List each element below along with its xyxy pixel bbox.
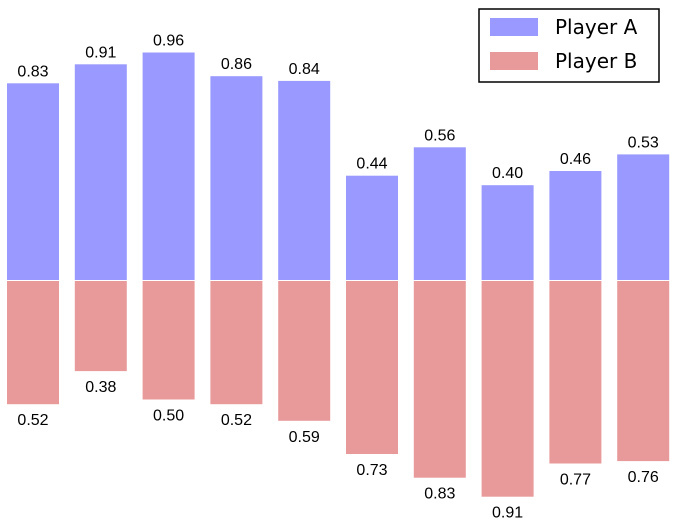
bar-player-a-7 xyxy=(413,147,466,280)
bar-player-b-8 xyxy=(481,281,534,497)
bar-player-a-8 xyxy=(481,185,534,280)
bar-player-b-4 xyxy=(210,281,263,405)
value-label-player-b-5: 0.59 xyxy=(289,429,320,446)
bar-player-a-1 xyxy=(7,83,59,280)
bar-player-a-10 xyxy=(617,154,670,280)
legend-swatch-player-a xyxy=(490,18,538,36)
bar-player-a-4 xyxy=(210,76,263,280)
bar-player-b-10 xyxy=(617,281,670,462)
value-label-player-a-3: 0.96 xyxy=(153,33,184,50)
value-label-player-a-9: 0.46 xyxy=(560,151,591,168)
value-label-player-a-1: 0.83 xyxy=(17,63,48,80)
bar-player-b-1 xyxy=(7,281,59,405)
value-label-player-a-7: 0.56 xyxy=(424,127,455,144)
legend-swatch-player-b xyxy=(490,52,538,70)
bar-player-a-9 xyxy=(549,171,602,280)
value-label-player-a-6: 0.44 xyxy=(356,156,387,173)
bar-player-a-5 xyxy=(278,80,331,281)
bar-player-b-6 xyxy=(346,281,398,454)
value-label-player-b-9: 0.77 xyxy=(560,472,591,489)
bar-player-a-3 xyxy=(142,52,195,280)
bar-player-b-7 xyxy=(413,281,466,478)
value-label-player-b-4: 0.52 xyxy=(221,412,252,429)
bar-player-b-9 xyxy=(549,281,602,464)
legend: Player A Player B xyxy=(478,8,660,83)
value-labels-layer: 0.83 0.91 0.96 0.86 0.84 0.44 0.56 0.40 0.46 0.53… xyxy=(17,33,658,522)
value-label-player-a-4: 0.86 xyxy=(221,56,252,73)
value-label-player-b-6: 0.73 xyxy=(356,462,387,479)
legend-label-player-b: Player B xyxy=(555,49,637,73)
bar-player-b-2 xyxy=(74,281,127,372)
value-label-player-b-8: 0.91 xyxy=(492,505,523,522)
value-label-player-b-1: 0.52 xyxy=(17,412,48,429)
value-label-player-b-3: 0.50 xyxy=(153,408,184,425)
value-label-player-b-2: 0.38 xyxy=(85,379,116,396)
value-label-player-b-7: 0.83 xyxy=(424,486,455,503)
bar-player-b-3 xyxy=(142,281,195,400)
bar-player-b-5 xyxy=(278,281,331,421)
value-label-player-b-10: 0.76 xyxy=(628,469,659,486)
value-label-player-a-10: 0.53 xyxy=(628,134,659,151)
value-label-player-a-2: 0.91 xyxy=(85,44,116,61)
value-label-player-a-8: 0.40 xyxy=(492,165,523,182)
value-label-player-a-5: 0.84 xyxy=(289,61,320,78)
legend-label-player-a: Player A xyxy=(555,15,638,39)
bar-player-a-6 xyxy=(346,175,398,280)
bar-player-a-2 xyxy=(74,64,127,280)
bars-layer xyxy=(7,52,670,497)
